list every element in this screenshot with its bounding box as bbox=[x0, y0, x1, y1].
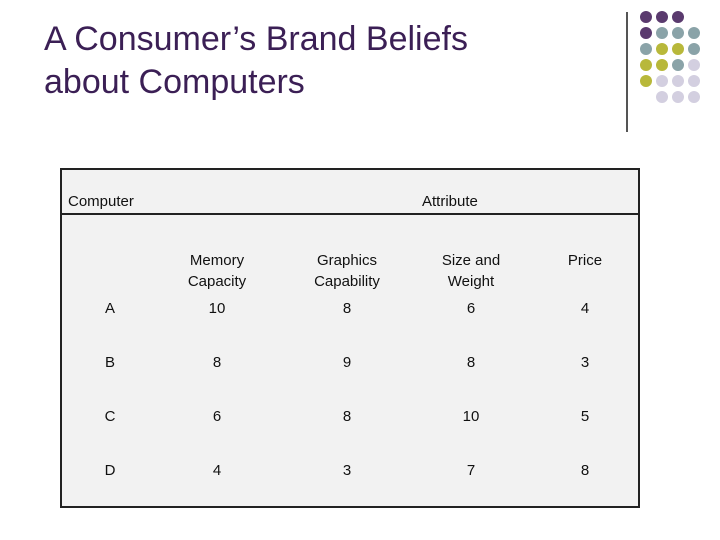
attribute-header: Attribute bbox=[422, 193, 478, 210]
decorative-dot bbox=[688, 75, 700, 87]
decorative-dot bbox=[656, 11, 668, 23]
decorative-dot bbox=[656, 75, 668, 87]
decorative-divider bbox=[626, 12, 628, 132]
row-label-d: D bbox=[104, 462, 116, 479]
decorative-dot bbox=[672, 27, 684, 39]
slide-title: A Consumer’s Brand Beliefs about Compute… bbox=[44, 18, 604, 104]
column-header-size: Size and Weight bbox=[441, 252, 501, 290]
decorative-dot bbox=[656, 43, 668, 55]
cell-b-memory: 8 bbox=[212, 354, 222, 371]
cell-a-size: 6 bbox=[466, 300, 476, 317]
cell-a-graphics: 8 bbox=[342, 300, 352, 317]
decorative-dot bbox=[688, 27, 700, 39]
decorative-dot bbox=[656, 91, 668, 103]
decorative-dot bbox=[672, 75, 684, 87]
decorative-dot bbox=[640, 59, 652, 71]
decorative-dot bbox=[672, 11, 684, 23]
column-header-graphics: Graphics Capability bbox=[314, 252, 380, 290]
cell-c-graphics: 8 bbox=[342, 408, 352, 425]
decorative-dot bbox=[672, 43, 684, 55]
decorative-dot bbox=[688, 43, 700, 55]
title-line-2: about Computers bbox=[44, 63, 305, 101]
decorative-dot bbox=[672, 91, 684, 103]
decorative-dot bbox=[640, 27, 652, 39]
row-label-a: A bbox=[104, 300, 115, 317]
cell-c-price: 5 bbox=[580, 408, 590, 425]
title-line-1: A Consumer’s Brand Beliefs bbox=[44, 20, 468, 58]
header-divider bbox=[62, 213, 638, 215]
cell-d-size: 7 bbox=[466, 462, 476, 479]
cell-b-size: 8 bbox=[466, 354, 476, 371]
decorative-dot bbox=[672, 59, 684, 71]
row-label-b: B bbox=[104, 354, 115, 371]
decorative-dot bbox=[656, 27, 668, 39]
decorative-dot bbox=[688, 91, 700, 103]
cell-c-size: 10 bbox=[462, 408, 480, 425]
cell-a-price: 4 bbox=[580, 300, 590, 317]
cell-d-memory: 4 bbox=[212, 462, 222, 479]
decorative-dot bbox=[640, 75, 652, 87]
column-header-price: Price bbox=[567, 252, 603, 269]
cell-b-price: 3 bbox=[580, 354, 590, 371]
decorative-dot bbox=[656, 59, 668, 71]
cell-d-price: 8 bbox=[580, 462, 590, 479]
decorative-dot bbox=[640, 11, 652, 23]
cell-c-memory: 6 bbox=[212, 408, 222, 425]
row-label-c: C bbox=[104, 408, 116, 425]
cell-d-graphics: 3 bbox=[342, 462, 352, 479]
decorative-dot bbox=[688, 59, 700, 71]
brand-beliefs-table: Computer Attribute Memory Capacity Graph… bbox=[60, 168, 640, 508]
column-header-memory: Memory Capacity bbox=[187, 252, 247, 290]
decorative-dot bbox=[640, 43, 652, 55]
cell-a-memory: 10 bbox=[208, 300, 226, 317]
computer-column-header: Computer bbox=[68, 193, 134, 210]
cell-b-graphics: 9 bbox=[342, 354, 352, 371]
